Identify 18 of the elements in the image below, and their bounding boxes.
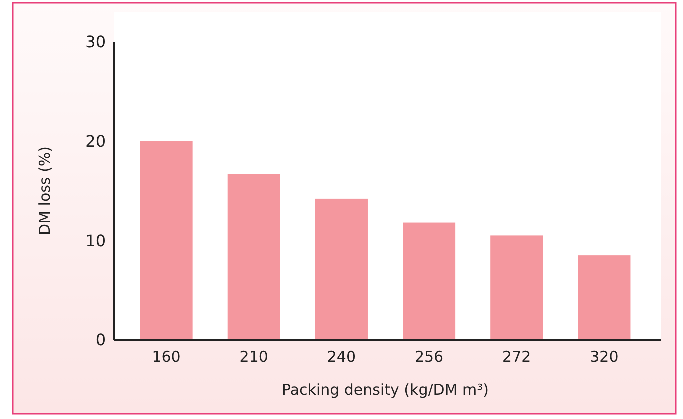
bar bbox=[490, 236, 544, 340]
x-tick-label: 240 bbox=[327, 348, 356, 366]
x-tick-label: 160 bbox=[152, 348, 181, 366]
x-tick-label: 320 bbox=[590, 348, 619, 366]
bar bbox=[228, 174, 280, 340]
y-axis-title: DM loss (%) bbox=[36, 146, 54, 236]
x-tick-label: 272 bbox=[502, 348, 532, 366]
y-tick-label: 10 bbox=[86, 231, 106, 250]
x-tick-label: 210 bbox=[240, 348, 268, 366]
bar bbox=[315, 198, 368, 340]
x-tick-label: 256 bbox=[414, 348, 444, 366]
y-tick-label: 30 bbox=[86, 32, 106, 52]
x-axis-title: Packing density (kg/DM m³) bbox=[282, 381, 490, 399]
y-tick-label: 0 bbox=[96, 330, 106, 350]
bar bbox=[578, 256, 631, 340]
bar bbox=[403, 222, 456, 340]
bar bbox=[140, 141, 193, 340]
y-tick-label: 20 bbox=[86, 132, 106, 151]
